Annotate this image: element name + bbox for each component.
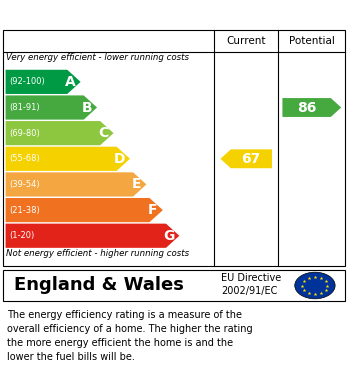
Bar	[3, 270, 345, 301]
Text: (92-100): (92-100)	[9, 77, 45, 86]
Text: 67: 67	[241, 152, 260, 166]
Polygon shape	[221, 149, 272, 168]
Text: EU Directive
2002/91/EC: EU Directive 2002/91/EC	[221, 273, 281, 296]
Text: Very energy efficient - lower running costs: Very energy efficient - lower running co…	[6, 53, 189, 62]
Text: F: F	[148, 203, 158, 217]
Text: Current: Current	[227, 36, 266, 46]
Polygon shape	[6, 198, 163, 222]
Polygon shape	[283, 98, 341, 117]
Polygon shape	[6, 70, 81, 94]
Text: D: D	[114, 152, 126, 166]
Polygon shape	[6, 121, 113, 145]
Text: Potential: Potential	[289, 36, 335, 46]
Text: The energy efficiency rating is a measure of the
overall efficiency of a home. T: The energy efficiency rating is a measur…	[7, 310, 253, 362]
Text: Energy Efficiency Rating: Energy Efficiency Rating	[60, 5, 288, 23]
Text: A: A	[65, 75, 76, 89]
Text: (55-68): (55-68)	[9, 154, 40, 163]
Polygon shape	[6, 172, 147, 197]
Polygon shape	[6, 147, 130, 171]
Polygon shape	[6, 95, 97, 120]
Text: G: G	[164, 229, 175, 243]
Text: (21-38): (21-38)	[9, 206, 40, 215]
Ellipse shape	[295, 272, 335, 299]
Text: Not energy efficient - higher running costs: Not energy efficient - higher running co…	[6, 249, 189, 258]
Text: England & Wales: England & Wales	[14, 276, 184, 294]
Text: (81-91): (81-91)	[9, 103, 40, 112]
Text: (1-20): (1-20)	[9, 231, 34, 240]
Text: (39-54): (39-54)	[9, 180, 40, 189]
Polygon shape	[6, 224, 179, 248]
Text: (69-80): (69-80)	[9, 129, 40, 138]
Text: 86: 86	[298, 100, 317, 115]
Text: B: B	[82, 100, 92, 115]
Text: E: E	[132, 178, 141, 192]
Text: C: C	[98, 126, 109, 140]
